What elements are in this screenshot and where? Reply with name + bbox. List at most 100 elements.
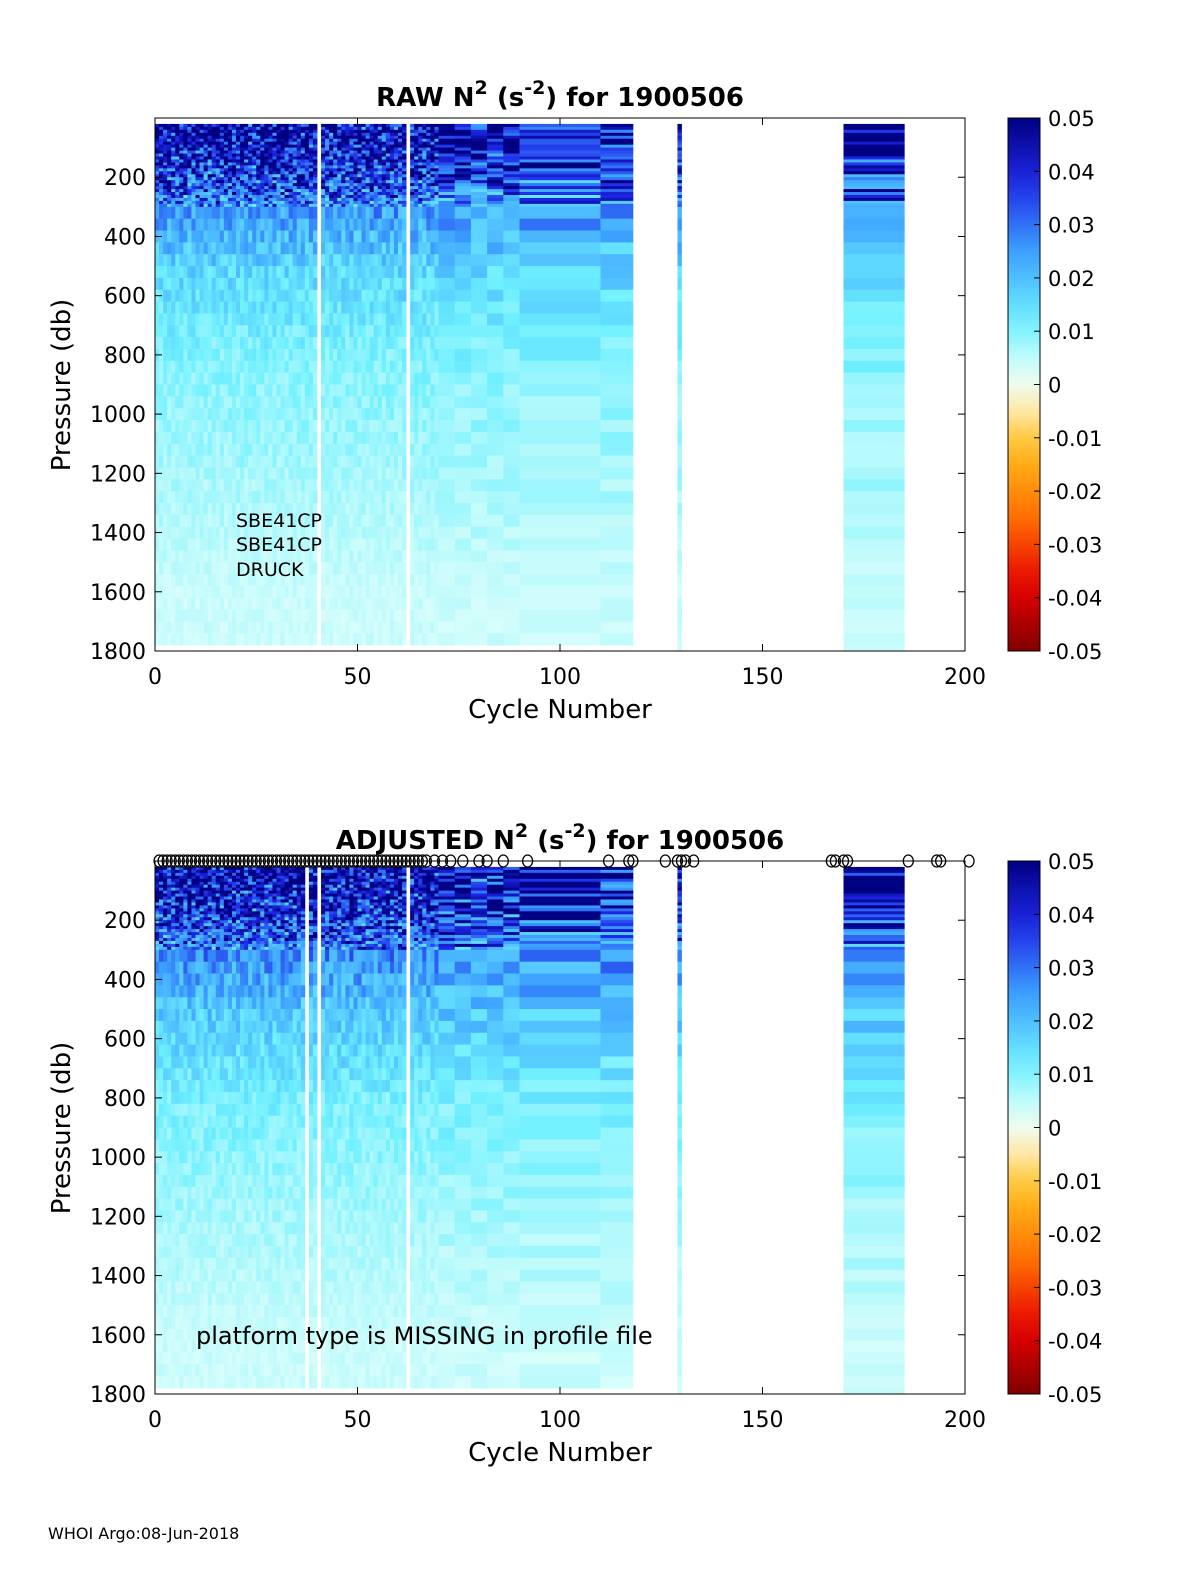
- heatmap-cell: [211, 162, 217, 166]
- heatmap-cell: [430, 230, 435, 243]
- heatmap-cell: [321, 194, 326, 199]
- heatmap-cell: [276, 147, 281, 151]
- heatmap-cell: [414, 168, 419, 172]
- heatmap-cell: [292, 372, 298, 385]
- heatmap-cell: [276, 514, 281, 528]
- heatmap-cell: [304, 491, 310, 504]
- heatmap-cell: [284, 266, 290, 279]
- heatmap-cell: [195, 186, 200, 190]
- heatmap-cell: [256, 491, 261, 504]
- heatmap-cell: [454, 396, 472, 409]
- heatmap-cell: [304, 230, 310, 243]
- heatmap-cell: [179, 144, 184, 149]
- heatmap-cell: [312, 218, 318, 231]
- heatmap-cell: [600, 348, 634, 362]
- heatmap-cell: [280, 254, 285, 267]
- heatmap-cell: [414, 129, 419, 134]
- heatmap-cell: [191, 200, 196, 205]
- heatmap-cell: [211, 165, 217, 169]
- heatmap-cell: [434, 156, 439, 160]
- heatmap-cell: [519, 150, 601, 154]
- heatmap-cell: [843, 289, 905, 302]
- heatmap-cell: [248, 132, 253, 137]
- heatmap-cell: [422, 123, 427, 128]
- heatmap-cell: [223, 633, 229, 646]
- heatmap-cell: [470, 153, 488, 157]
- heatmap-cell: [264, 396, 269, 409]
- heatmap-cell: [183, 159, 188, 163]
- heatmap-cell: [211, 192, 217, 196]
- heatmap-cell: [337, 621, 342, 634]
- heatmap-cell: [227, 479, 233, 492]
- heatmap-cell: [272, 147, 277, 151]
- heatmap-cell: [843, 301, 905, 314]
- heatmap-cell: [422, 162, 427, 166]
- heatmap-cell: [410, 194, 415, 199]
- heatmap-cell: [300, 203, 306, 208]
- heatmap-cell: [260, 431, 265, 445]
- heatmap-cell: [284, 159, 290, 163]
- heatmap-cell: [187, 197, 192, 202]
- heatmap-cell: [167, 129, 172, 134]
- heatmap-cell: [231, 180, 237, 184]
- heatmap-cell: [175, 431, 180, 445]
- heatmap-cell: [276, 384, 281, 397]
- heatmap-cell: [231, 189, 237, 193]
- heatmap-cell: [365, 609, 371, 622]
- heatmap-cell: [304, 301, 310, 314]
- heatmap-cell: [199, 597, 204, 610]
- heatmap-cell: [454, 171, 472, 175]
- heatmap-cell: [288, 313, 294, 326]
- heatmap-cell: [487, 585, 504, 599]
- heatmap-cell: [272, 171, 277, 175]
- heatmap-cell: [179, 562, 184, 575]
- heatmap-cell: [341, 585, 346, 599]
- heatmap-cell: [252, 135, 257, 140]
- heatmap-cell: [264, 147, 269, 151]
- heatmap-cell: [349, 168, 354, 172]
- heatmap-cell: [677, 396, 682, 409]
- heatmap-cell: [163, 526, 168, 539]
- heatmap-cell: [215, 420, 221, 433]
- heatmap-cell: [223, 514, 229, 528]
- heatmap-cell: [487, 123, 504, 128]
- heatmap-cell: [422, 420, 427, 433]
- heatmap-cell: [357, 396, 362, 409]
- heatmap-cell: [426, 396, 431, 409]
- heatmap-cell: [487, 156, 504, 160]
- heatmap-cell: [353, 183, 358, 187]
- heatmap-cell: [361, 159, 366, 163]
- heatmap-cell: [240, 183, 245, 187]
- heatmap-cell: [211, 147, 217, 151]
- heatmap-cell: [337, 180, 342, 184]
- heatmap-cell: [454, 538, 472, 551]
- heatmap-cell: [187, 174, 192, 178]
- heatmap-cell: [422, 360, 427, 374]
- heatmap-cell: [434, 168, 439, 172]
- heatmap-cell: [426, 242, 431, 255]
- heatmap-cell: [236, 384, 241, 397]
- heatmap-cell: [503, 144, 520, 149]
- heatmap-cell: [195, 138, 200, 143]
- heatmap-cell: [171, 467, 176, 480]
- heatmap-cell: [373, 180, 379, 184]
- heatmap-cell: [215, 171, 221, 175]
- heatmap-cell: [381, 183, 387, 187]
- heatmap-cell: [155, 183, 160, 187]
- heatmap-cell: [418, 242, 423, 255]
- heatmap-cell: [329, 186, 334, 190]
- heatmap-cell: [183, 443, 188, 456]
- heatmap-cell: [349, 633, 354, 646]
- heatmap-cell: [256, 550, 261, 563]
- heatmap-cell: [312, 203, 318, 208]
- heatmap-cell: [677, 156, 682, 160]
- heatmap-cell: [398, 159, 403, 163]
- heatmap-cell: [393, 242, 399, 255]
- heatmap-cell: [215, 138, 221, 143]
- heatmap-cell: [252, 242, 257, 255]
- heatmap-cell: [434, 189, 439, 193]
- heatmap-cell: [414, 502, 419, 516]
- heatmap-cell: [288, 289, 294, 302]
- heatmap-cell: [288, 171, 294, 175]
- heatmap-cell: [373, 206, 379, 220]
